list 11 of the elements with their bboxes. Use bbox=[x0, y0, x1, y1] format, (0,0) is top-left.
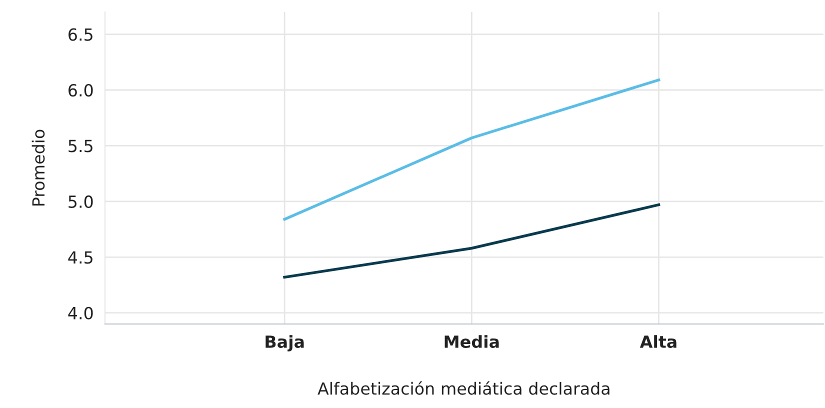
y-tick-label: 5.5 bbox=[68, 140, 92, 152]
y-tick-label: 6.5 bbox=[68, 28, 92, 41]
x-tick-label: Baja bbox=[266, 335, 304, 352]
x-tick-label: Alta bbox=[640, 335, 676, 348]
y-tick-label: 5.0 bbox=[68, 195, 93, 208]
y-tick-label: 4.0 bbox=[68, 306, 93, 320]
y-tick-label: 6.0 bbox=[68, 84, 93, 97]
x-axis-title: Alfabetización mediática declarada bbox=[318, 381, 610, 395]
x-tick-label: Media bbox=[444, 335, 499, 348]
y-tick-label: 4.5 bbox=[68, 251, 92, 264]
y-axis-title: Promedio bbox=[32, 130, 45, 206]
